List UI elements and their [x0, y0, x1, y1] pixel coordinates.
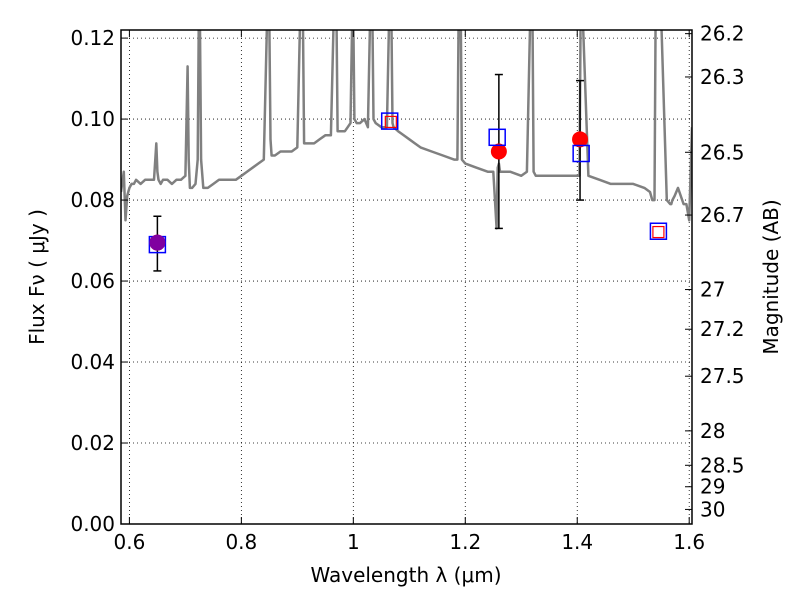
x-tick-labels: 0.6 0.8 1 1.2 1.4 1.6: [113, 530, 705, 554]
y-tick-label: 0.08: [70, 188, 115, 212]
y-right-tick-label: 28.5: [700, 453, 745, 477]
spectrum-line: [121, 30, 692, 230]
y-tick-label: 0.06: [70, 269, 115, 293]
x-tick-label: 0.6: [113, 530, 145, 554]
grid-lines: [121, 30, 692, 525]
y-tick-label: 0.02: [70, 431, 115, 455]
data-point-circle: [149, 234, 166, 251]
y-tick-labels: 0.00 0.02 0.04 0.06 0.08 0.10 0.12: [70, 26, 115, 536]
plot-frame: [120, 29, 693, 525]
data-point-square: [488, 128, 506, 147]
y-right-tick-label: 26.3: [700, 65, 745, 89]
y-right-tick-label: 27.5: [700, 364, 745, 388]
data-point-circle: [572, 131, 589, 148]
y-tick-label: 0.12: [70, 26, 115, 50]
axis-ticks: [121, 30, 692, 525]
data-point-square: [649, 222, 668, 240]
y-right-tick-label: 26.7: [700, 203, 745, 227]
data-point-square: [572, 144, 590, 163]
y-right-tick-label: 27.2: [700, 317, 745, 341]
x-tick-label: 1: [347, 530, 360, 554]
x-tick-label: 1.2: [449, 530, 481, 554]
y-tick-label: 0.04: [70, 350, 115, 374]
y-tick-label: 0.00: [70, 512, 115, 536]
y-right-tick-label: 30: [700, 497, 725, 521]
template-spectrum: [121, 30, 692, 230]
y-right-tick-label: 29: [700, 475, 725, 499]
data-point-small-square: [652, 225, 665, 239]
x-axis-label: Wavelength λ (μm): [310, 563, 501, 587]
x-tick-label: 1.6: [673, 530, 705, 554]
y-right-tick-label: 27: [700, 278, 725, 302]
y-tick-label: 0.10: [70, 107, 115, 131]
y-axis-label: Flux Fν ( μJy ): [25, 209, 49, 345]
data-markers: [148, 112, 668, 254]
y-right-tick-label: 28: [700, 419, 725, 443]
y-right-tick-label: 26.2: [700, 22, 745, 46]
data-point-small-square: [384, 115, 397, 129]
data-point-square: [380, 112, 399, 130]
x-tick-label: 0.8: [225, 530, 257, 554]
y-right-axis-label: Magnitude (AB): [759, 199, 783, 354]
y-right-tick-label: 26.5: [700, 140, 745, 164]
data-point-circle: [490, 143, 507, 160]
x-tick-label: 1.4: [561, 530, 593, 554]
